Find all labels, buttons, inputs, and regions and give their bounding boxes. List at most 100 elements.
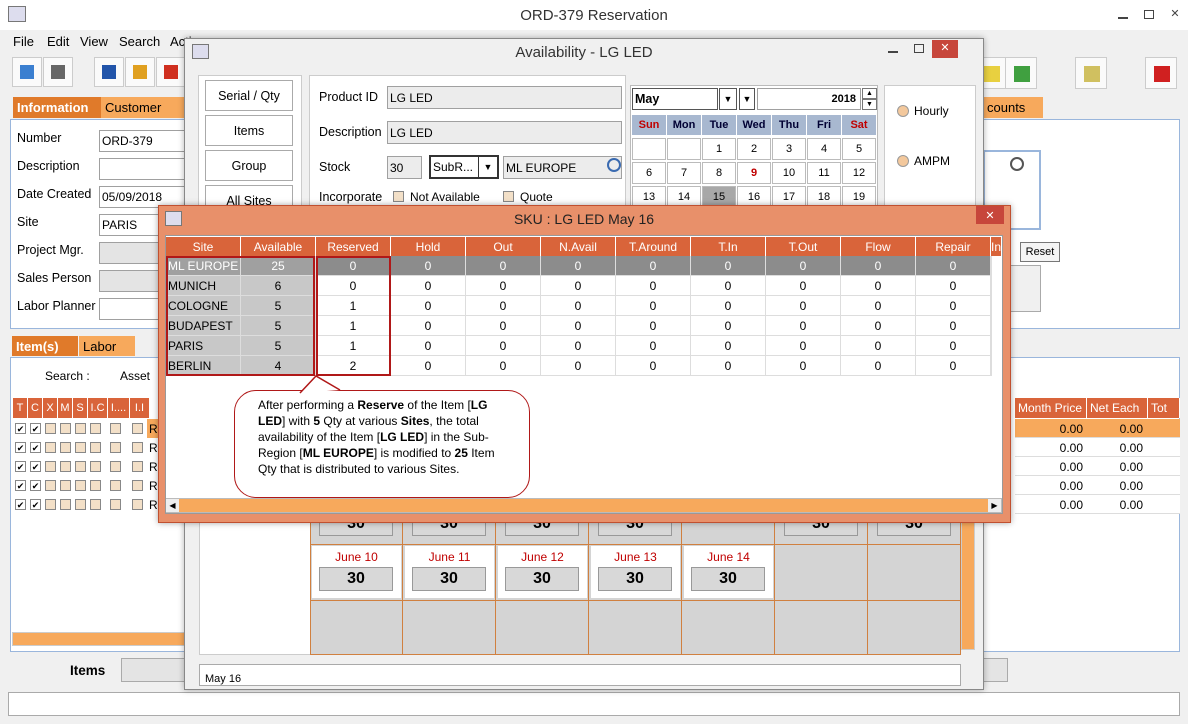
checkbox-checked[interactable]: ✔ bbox=[30, 499, 41, 510]
toolbar-button[interactable] bbox=[1145, 57, 1177, 89]
checkbox[interactable] bbox=[60, 442, 71, 453]
checkbox[interactable] bbox=[60, 499, 71, 510]
checkbox[interactable] bbox=[75, 480, 86, 491]
toolbar-button[interactable] bbox=[125, 57, 155, 87]
calendar-day[interactable]: 12 bbox=[842, 162, 876, 184]
checkbox[interactable] bbox=[393, 191, 404, 202]
checkbox[interactable] bbox=[503, 191, 514, 202]
tab[interactable]: counts bbox=[983, 97, 1043, 118]
checkbox[interactable] bbox=[45, 442, 56, 453]
radio[interactable] bbox=[897, 155, 909, 167]
calendar-day[interactable]: 3 bbox=[772, 138, 806, 160]
checkbox-checked[interactable]: ✔ bbox=[15, 461, 26, 472]
calendar-day[interactable]: 10 bbox=[772, 162, 806, 184]
qty-button[interactable]: 30 bbox=[691, 567, 765, 591]
checkbox-checked[interactable]: ✔ bbox=[15, 442, 26, 453]
subregion-select[interactable]: SubR... bbox=[429, 155, 499, 179]
checkbox[interactable] bbox=[132, 442, 143, 453]
calendar-day[interactable]: 1 bbox=[702, 138, 736, 160]
calendar-day[interactable]: 8 bbox=[702, 162, 736, 184]
checkbox[interactable] bbox=[110, 442, 121, 453]
menu-item[interactable]: File bbox=[13, 33, 34, 49]
toolbar-button[interactable] bbox=[156, 57, 186, 87]
tab[interactable]: Information bbox=[13, 97, 102, 118]
window-close-button[interactable]: ✕ bbox=[1162, 6, 1188, 24]
menu-item[interactable]: Search bbox=[119, 33, 161, 49]
window-close-button[interactable]: ✕ bbox=[976, 206, 1004, 224]
checkbox[interactable] bbox=[45, 461, 56, 472]
checkbox[interactable] bbox=[75, 461, 86, 472]
window-min-button[interactable] bbox=[880, 40, 906, 58]
toolbar-button[interactable] bbox=[1075, 57, 1107, 89]
calendar-day[interactable]: 4 bbox=[807, 138, 841, 160]
dropdown-arrow[interactable]: ▼ bbox=[739, 88, 755, 110]
radio[interactable] bbox=[897, 105, 909, 117]
qty-button[interactable]: 30 bbox=[598, 567, 672, 591]
checkbox[interactable] bbox=[132, 423, 143, 434]
checkbox[interactable] bbox=[60, 480, 71, 491]
calendar-day[interactable]: 9 bbox=[737, 162, 771, 184]
reset-button[interactable]: Reset bbox=[1020, 242, 1060, 262]
toolbar-button[interactable] bbox=[12, 57, 42, 87]
checkbox[interactable] bbox=[132, 499, 143, 510]
checkbox-checked[interactable]: ✔ bbox=[30, 423, 41, 434]
dropdown-arrow[interactable]: ▼ bbox=[719, 88, 737, 110]
checkbox[interactable] bbox=[60, 423, 71, 434]
checkbox[interactable] bbox=[132, 461, 143, 472]
checkbox[interactable] bbox=[90, 423, 101, 434]
checkbox-checked[interactable]: ✔ bbox=[15, 480, 26, 491]
spin-down[interactable]: ▼ bbox=[862, 99, 877, 110]
scroll-left[interactable]: ◀ bbox=[166, 499, 179, 512]
menu-item[interactable]: View bbox=[80, 33, 108, 49]
checkbox[interactable] bbox=[110, 480, 121, 491]
checkbox[interactable] bbox=[75, 423, 86, 434]
toolbar-button[interactable] bbox=[94, 57, 124, 87]
window-max-button[interactable] bbox=[906, 40, 932, 58]
checkbox[interactable] bbox=[45, 423, 56, 434]
calendar-day[interactable]: 2 bbox=[737, 138, 771, 160]
qty-button[interactable]: 30 bbox=[505, 567, 579, 591]
calendar-day[interactable]: 13 bbox=[632, 186, 666, 208]
checkbox[interactable] bbox=[132, 480, 143, 491]
tab[interactable]: Labor bbox=[79, 336, 135, 356]
calendar-day[interactable]: 11 bbox=[807, 162, 841, 184]
checkbox[interactable] bbox=[45, 499, 56, 510]
checkbox[interactable] bbox=[45, 480, 56, 491]
qty-button[interactable]: 30 bbox=[412, 567, 486, 591]
checkbox[interactable] bbox=[90, 461, 101, 472]
side-button[interactable]: Items bbox=[205, 115, 293, 146]
calendar-day[interactable]: 6 bbox=[632, 162, 666, 184]
dropdown-arrow[interactable]: ▼ bbox=[478, 157, 497, 177]
toolbar-button[interactable] bbox=[43, 57, 73, 87]
checkbox[interactable] bbox=[110, 423, 121, 434]
calendar-day[interactable]: 15 bbox=[702, 186, 736, 208]
window-min-button[interactable] bbox=[1110, 6, 1136, 24]
field-input[interactable]: ORD-379 bbox=[99, 130, 189, 152]
menu-item[interactable]: Edit bbox=[47, 33, 70, 49]
checkbox[interactable] bbox=[60, 461, 71, 472]
checkbox-checked[interactable]: ✔ bbox=[15, 423, 26, 434]
checkbox[interactable] bbox=[75, 499, 86, 510]
spin-up[interactable]: ▲ bbox=[862, 88, 877, 99]
checkbox[interactable] bbox=[90, 499, 101, 510]
tab[interactable]: Item(s) bbox=[12, 336, 78, 356]
scroll-right[interactable]: ▶ bbox=[988, 499, 1001, 512]
tab[interactable]: Customer bbox=[101, 97, 185, 118]
window-max-button[interactable] bbox=[1136, 6, 1162, 24]
checkbox-checked[interactable]: ✔ bbox=[30, 461, 41, 472]
checkbox-checked[interactable]: ✔ bbox=[15, 499, 26, 510]
checkbox[interactable] bbox=[90, 480, 101, 491]
checkbox-checked[interactable]: ✔ bbox=[30, 480, 41, 491]
field-input[interactable] bbox=[99, 158, 189, 180]
qty-button[interactable]: 30 bbox=[319, 567, 393, 591]
side-button[interactable]: Group bbox=[205, 150, 293, 181]
field-input[interactable]: 05/09/2018 bbox=[99, 186, 189, 208]
checkbox[interactable] bbox=[75, 442, 86, 453]
side-button[interactable]: Serial / Qty bbox=[205, 80, 293, 111]
calendar-day[interactable]: 5 bbox=[842, 138, 876, 160]
checkbox[interactable] bbox=[90, 442, 101, 453]
checkbox[interactable] bbox=[110, 499, 121, 510]
window-close-button[interactable]: ✕ bbox=[932, 40, 958, 58]
checkbox-checked[interactable]: ✔ bbox=[30, 442, 41, 453]
toolbar-button[interactable] bbox=[1005, 57, 1037, 89]
